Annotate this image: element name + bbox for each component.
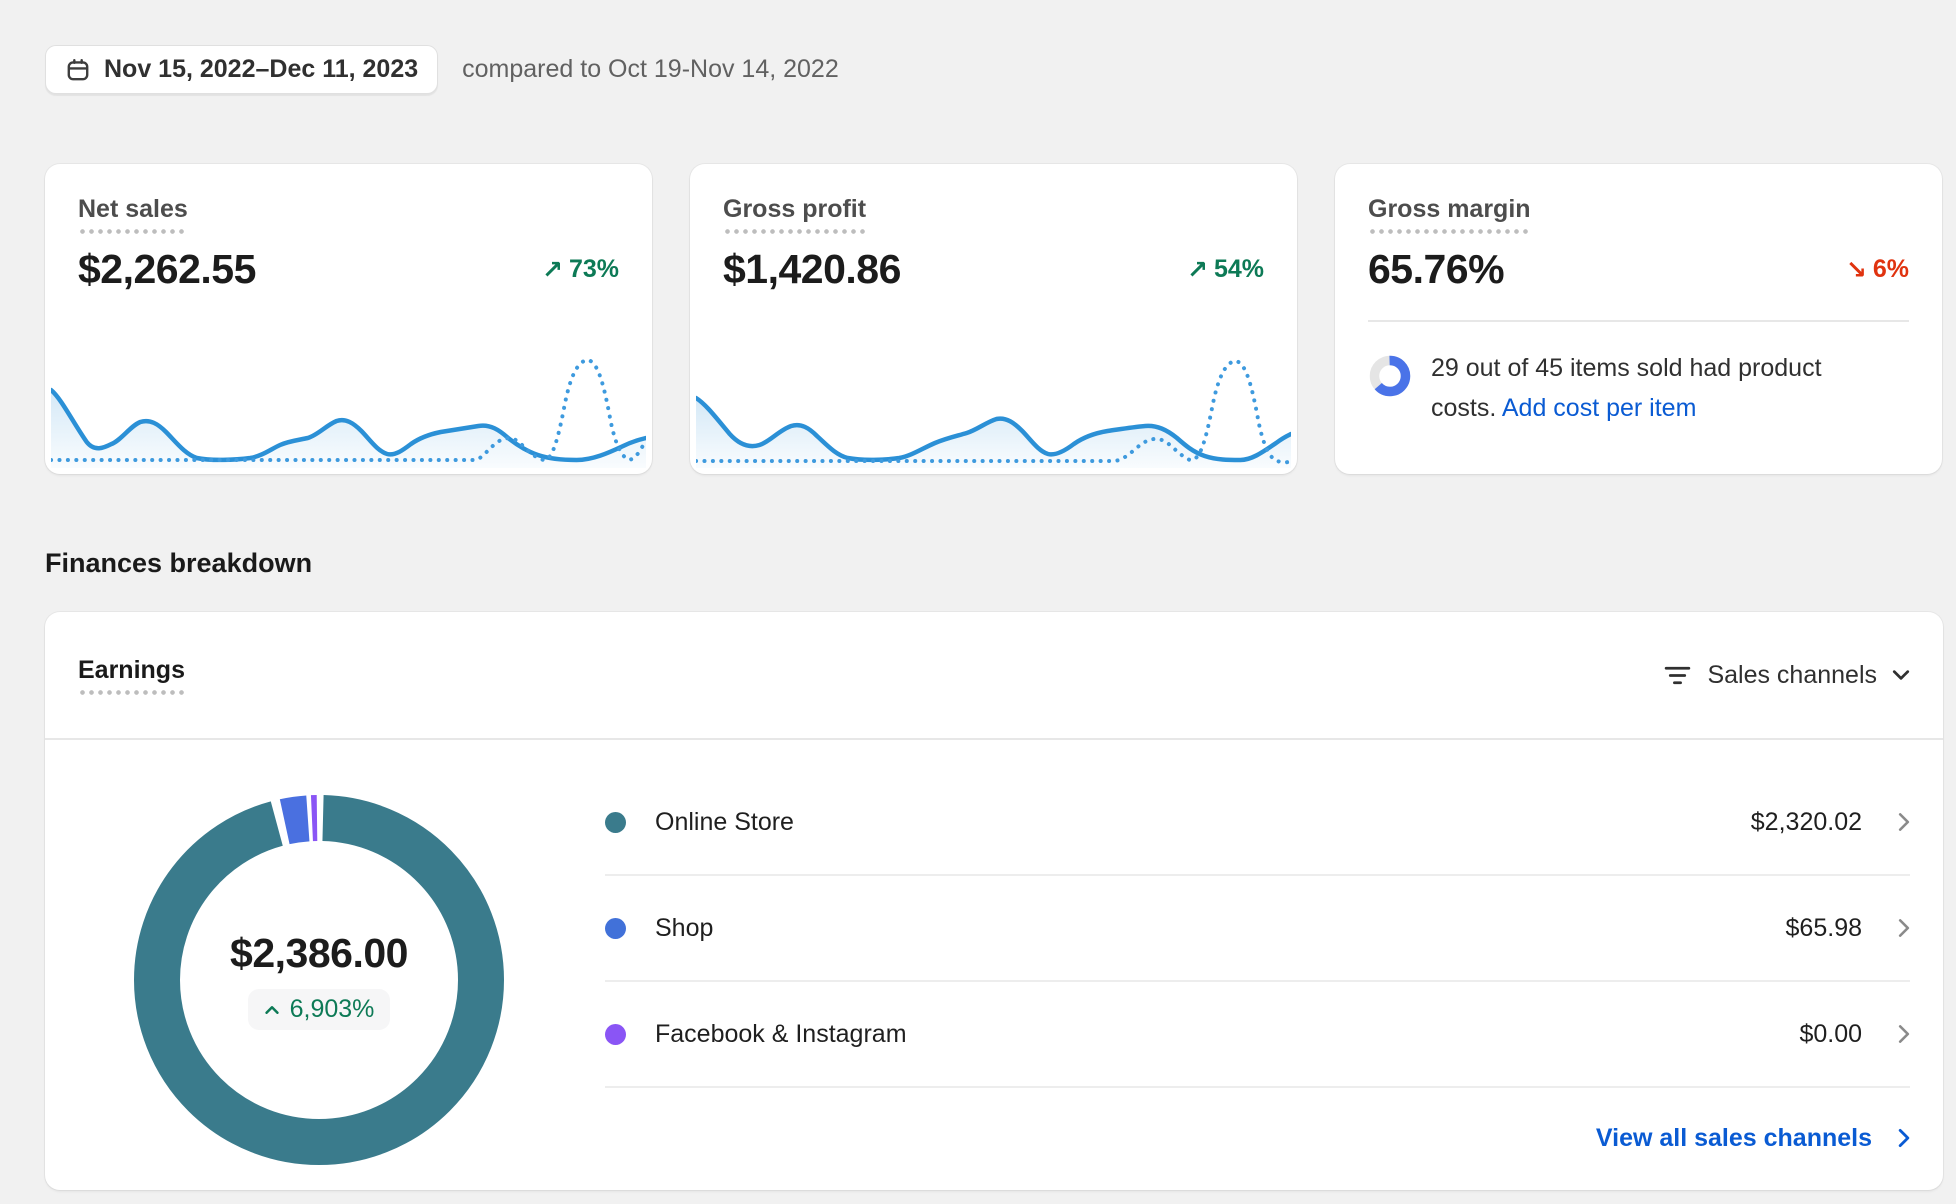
net-sales-card: Net sales $2,262.55 ↗ 73%	[45, 164, 652, 474]
earnings-donut-svg	[134, 795, 504, 1165]
sales-channels-dropdown[interactable]: Sales channels	[1663, 661, 1910, 690]
trend-up-icon: ↗	[1187, 255, 1208, 284]
channel-name: Facebook & Instagram	[655, 1019, 907, 1048]
gross-margin-delta: ↘ 6%	[1846, 255, 1909, 285]
sparkline-current-line	[696, 395, 1291, 463]
trend-up-icon: ↗	[542, 255, 563, 284]
channel-value: $65.98	[1785, 913, 1862, 942]
chevron-right-icon	[1898, 919, 1910, 937]
channel-row-facebook-instagram[interactable]: Facebook & Instagram $0.00	[605, 982, 1910, 1088]
date-filter-bar: Nov 15, 2022–Dec 11, 2023 compared to Oc…	[45, 45, 1943, 94]
metric-cards-row: Net sales $2,262.55 ↗ 73%	[45, 164, 1943, 474]
cost-note-text: 29 out of 45 items sold had product cost…	[1431, 354, 1822, 422]
cost-progress-donut-icon	[1369, 355, 1411, 397]
chevron-right-icon	[1898, 1025, 1910, 1043]
channel-value: $2,320.02	[1750, 807, 1862, 836]
channel-name: Online Store	[655, 807, 794, 836]
channel-row-online-store[interactable]: Online Store $2,320.02	[605, 770, 1910, 876]
gross-margin-card: Gross margin 65.76% ↘ 6% 29 out of 45 it…	[1335, 164, 1942, 474]
sparkline-current-line	[51, 387, 646, 463]
filter-icon	[1665, 666, 1691, 684]
channel-color-dot	[605, 1023, 626, 1045]
gross-profit-sparkline	[696, 358, 1291, 468]
gross-margin-value: 65.76%	[1368, 246, 1505, 292]
chevron-right-icon	[1898, 1128, 1910, 1148]
gross-profit-delta-value: 54%	[1213, 255, 1264, 283]
gross-profit-delta: ↗ 54%	[1187, 255, 1264, 285]
product-costs-note: 29 out of 45 items sold had product cost…	[1335, 322, 1942, 428]
add-cost-per-item-link[interactable]: Add cost per item	[1501, 393, 1697, 422]
gross-profit-value: $1,420.86	[723, 246, 901, 292]
net-sales-delta-value: 73%	[568, 255, 619, 283]
calendar-icon	[67, 58, 89, 80]
date-range-button[interactable]: Nov 15, 2022–Dec 11, 2023	[45, 45, 439, 94]
sparkline-previous-dotted-line	[696, 358, 1291, 465]
channel-color-dot	[605, 917, 626, 939]
gross-margin-delta-value: 6%	[1872, 255, 1909, 283]
sparkline-area	[51, 390, 646, 468]
earnings-delta-badge: 6,903%	[247, 989, 391, 1030]
channel-name: Shop	[655, 913, 714, 942]
earnings-donut-segments	[134, 795, 504, 1165]
sparkline-previous-dotted-line	[51, 357, 646, 462]
chevron-right-icon	[1898, 813, 1910, 831]
gross-profit-title[interactable]: Gross profit	[723, 195, 867, 234]
view-all-row: View all sales channels	[605, 1088, 1910, 1188]
earnings-title[interactable]: Earnings	[78, 655, 185, 695]
net-sales-sparkline	[51, 357, 646, 468]
chevron-up-icon	[264, 1005, 279, 1014]
channel-color-dot	[605, 811, 626, 833]
earnings-card: Earnings Sales channels $2,386.00	[45, 612, 1943, 1190]
net-sales-title[interactable]: Net sales	[78, 195, 188, 234]
view-all-label: View all sales channels	[1595, 1123, 1872, 1152]
gross-profit-card: Gross profit $1,420.86 ↗ 54%	[690, 164, 1297, 474]
view-all-sales-channels-link[interactable]: View all sales channels	[1596, 1124, 1910, 1153]
sales-channels-list: Online Store $2,320.02 Shop $65.98 Faceb…	[605, 770, 1910, 1188]
earnings-card-header: Earnings Sales channels	[45, 612, 1943, 740]
compare-period-label: compared to Oct 19-Nov 14, 2022	[462, 55, 839, 83]
sparkline-area	[696, 398, 1291, 468]
sales-channels-dropdown-label: Sales channels	[1707, 660, 1877, 689]
earnings-donut-chart: $2,386.00 6,903%	[134, 795, 504, 1165]
channel-row-shop[interactable]: Shop $65.98	[605, 876, 1910, 982]
chevron-down-icon	[1892, 670, 1910, 680]
earnings-delta-value: 6,903%	[289, 995, 375, 1023]
card-divider	[1368, 320, 1909, 322]
channel-value: $0.00	[1799, 1019, 1862, 1048]
earnings-total-value: $2,386.00	[230, 930, 408, 976]
earnings-donut-center: $2,386.00 6,903%	[134, 795, 504, 1165]
net-sales-delta: ↗ 73%	[542, 255, 619, 285]
net-sales-value: $2,262.55	[78, 246, 256, 292]
finances-breakdown-heading: Finances breakdown	[45, 548, 313, 578]
trend-down-icon: ↘	[1845, 255, 1867, 284]
date-range-label: Nov 15, 2022–Dec 11, 2023	[104, 55, 419, 83]
gross-margin-title[interactable]: Gross margin	[1368, 195, 1531, 234]
